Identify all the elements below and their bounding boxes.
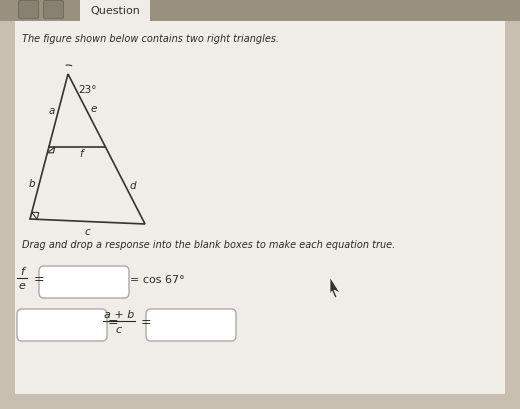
FancyBboxPatch shape (146, 309, 236, 341)
Text: b: b (29, 179, 36, 189)
Text: a + b: a + b (104, 309, 134, 319)
Polygon shape (330, 277, 340, 298)
Text: c: c (116, 324, 122, 334)
FancyBboxPatch shape (80, 0, 150, 22)
Bar (0, 0, 520, 22)
Text: =: = (108, 316, 119, 329)
Text: The figure shown below contains two right triangles.: The figure shown below contains two righ… (22, 34, 279, 44)
Text: = cos 67°: = cos 67° (130, 274, 185, 284)
Text: f: f (20, 266, 24, 276)
Text: =: = (141, 316, 152, 329)
Text: =: = (34, 273, 45, 286)
FancyBboxPatch shape (15, 20, 505, 394)
FancyBboxPatch shape (19, 2, 38, 20)
Text: c: c (85, 227, 90, 237)
Text: 23°: 23° (78, 85, 97, 95)
Text: Drag and drop a response into the blank boxes to make each equation true.: Drag and drop a response into the blank … (22, 239, 395, 249)
Text: f: f (80, 148, 83, 159)
Text: e: e (90, 104, 97, 114)
FancyBboxPatch shape (39, 266, 129, 298)
Text: a: a (48, 106, 55, 116)
FancyBboxPatch shape (44, 2, 63, 20)
Text: e: e (19, 280, 25, 290)
Text: d: d (130, 181, 137, 191)
FancyBboxPatch shape (17, 309, 107, 341)
Text: Question: Question (90, 6, 140, 16)
